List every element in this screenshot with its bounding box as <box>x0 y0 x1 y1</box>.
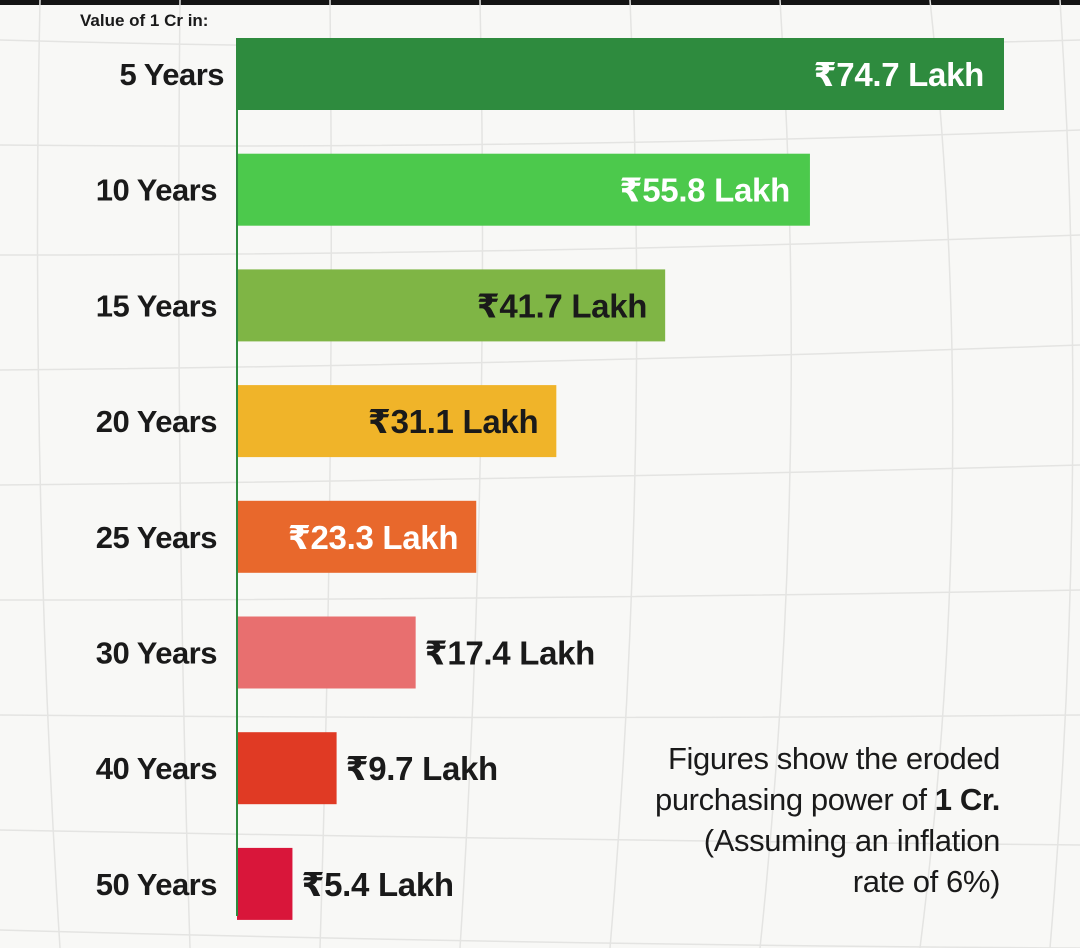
category-label-40-years: 40 Years <box>96 751 217 786</box>
footnote-line-3: (Assuming an inflation <box>703 823 1001 858</box>
category-label-20-years: 20 Years <box>96 404 217 439</box>
value-label-50-years: ₹5.4 Lakh <box>301 866 453 903</box>
bar-10-years <box>237 153 810 226</box>
category-label-10-years: 10 Years <box>96 173 217 208</box>
value-label-30-years: ₹17.4 Lakh <box>425 635 595 672</box>
footnote-bold-amount: 1 Cr. <box>934 782 1001 817</box>
bar-20-years <box>237 385 557 458</box>
chart-title: Value of 1 Cr in: <box>80 11 208 30</box>
category-label-30-years: 30 Years <box>96 636 217 671</box>
value-label-20-years: ₹31.1 Lakh <box>368 403 538 440</box>
category-label-50-years: 50 Years <box>96 867 217 902</box>
bar-40-years <box>237 732 337 805</box>
bar-30-years <box>237 616 416 689</box>
footnote-line-1: Figures show the eroded <box>668 741 1000 776</box>
footnote-line-4: rate of 6%) <box>852 864 1001 899</box>
footnote-line-2-prefix: purchasing power of <box>655 782 935 817</box>
top-bar <box>0 0 1080 5</box>
category-label-15-years: 15 Years <box>96 288 217 323</box>
value-label-10-years: ₹55.8 Lakh <box>620 172 790 209</box>
bar-5-years <box>237 38 1004 110</box>
bar-50-years <box>237 847 293 920</box>
value-label-40-years: ₹9.7 Lakh <box>346 750 498 787</box>
value-label-25-years: ₹23.3 Lakh <box>288 519 458 556</box>
value-label-15-years: ₹41.7 Lakh <box>477 287 647 324</box>
category-label-5-years: 5 Years <box>119 57 224 92</box>
footnote-line-2: purchasing power of 1 Cr. <box>580 779 1000 820</box>
bar-25-years <box>237 500 477 573</box>
value-label-5-years: ₹74.7 Lakh <box>814 56 984 93</box>
category-label-25-years: 25 Years <box>96 520 217 555</box>
bar-15-years <box>237 269 666 342</box>
footnote: Figures show the eroded purchasing power… <box>580 738 1000 902</box>
